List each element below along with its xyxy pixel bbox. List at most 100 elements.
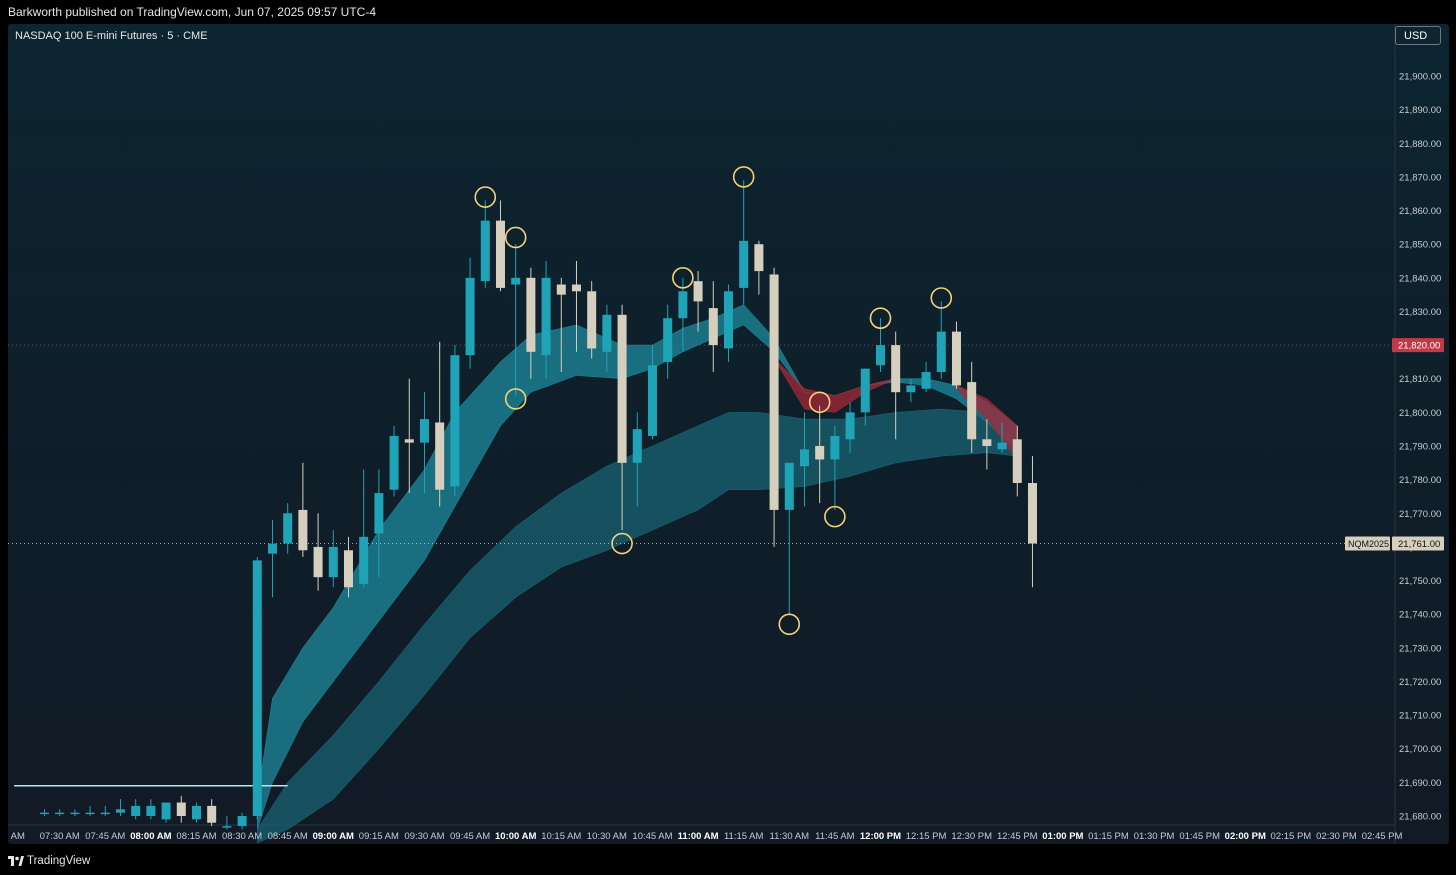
marker-circle[interactable]: [824, 505, 846, 528]
candle[interactable]: [1027, 456, 1037, 588]
candle[interactable]: [328, 530, 338, 588]
candle[interactable]: [647, 345, 657, 440]
candle[interactable]: [343, 536, 353, 598]
candle[interactable]: [602, 304, 612, 372]
candle[interactable]: [526, 267, 536, 379]
currency-button[interactable]: USD: [1395, 26, 1441, 45]
candle[interactable]: [587, 281, 597, 359]
candle[interactable]: [571, 261, 581, 352]
candle[interactable]: [222, 816, 232, 830]
candle-body: [997, 442, 1007, 450]
candle[interactable]: [967, 361, 977, 453]
candle[interactable]: [830, 425, 840, 510]
candle-body: [663, 318, 673, 362]
candle[interactable]: [435, 341, 445, 507]
candle[interactable]: [784, 462, 794, 615]
candle[interactable]: [723, 284, 733, 362]
candle[interactable]: [465, 257, 475, 369]
candle[interactable]: [1012, 425, 1022, 497]
candle[interactable]: [419, 392, 429, 494]
candle[interactable]: [298, 462, 308, 557]
candle-body: [267, 543, 277, 554]
candle[interactable]: [55, 809, 65, 816]
candle[interactable]: [799, 412, 809, 507]
symbol-title[interactable]: NASDAQ 100 E-mini Futures · 5 · CME: [15, 30, 208, 42]
marker-circle[interactable]: [732, 166, 755, 188]
candle[interactable]: [359, 469, 369, 588]
candle[interactable]: [875, 318, 885, 372]
candle[interactable]: [617, 304, 627, 531]
candle[interactable]: [176, 795, 186, 823]
candle[interactable]: [891, 331, 901, 440]
candle[interactable]: [161, 802, 171, 823]
marker-circle[interactable]: [778, 613, 801, 636]
candle[interactable]: [754, 240, 764, 295]
candle[interactable]: [450, 345, 460, 497]
candle[interactable]: [389, 425, 399, 497]
candle-body: [39, 812, 49, 815]
candle[interactable]: [313, 513, 323, 591]
candle[interactable]: [267, 520, 277, 598]
y-tick-label: 21,810.00: [1399, 374, 1441, 385]
candle-body: [328, 546, 338, 578]
candle[interactable]: [252, 557, 262, 820]
candle[interactable]: [115, 799, 125, 816]
marker-circle[interactable]: [504, 388, 527, 410]
candle[interactable]: [982, 419, 992, 470]
marker-circle[interactable]: [808, 391, 831, 414]
candle[interactable]: [951, 321, 961, 389]
candle[interactable]: [739, 180, 749, 305]
candle[interactable]: [374, 469, 384, 578]
candle[interactable]: [100, 805, 110, 816]
candle[interactable]: [404, 378, 414, 494]
tradingview-logo-text[interactable]: TradingView: [27, 855, 91, 867]
candle[interactable]: [283, 503, 293, 554]
y-tick-label: 21,860.00: [1399, 206, 1441, 217]
candle[interactable]: [207, 799, 217, 827]
candle-body: [146, 805, 156, 816]
candle[interactable]: [541, 261, 551, 379]
candle[interactable]: [693, 271, 703, 332]
candle-body: [404, 439, 414, 443]
candle-body: [191, 805, 201, 820]
tradingview-logo-icon[interactable]: [8, 855, 24, 867]
candle[interactable]: [997, 422, 1007, 453]
candle[interactable]: [70, 809, 80, 816]
candle[interactable]: [815, 405, 825, 504]
candle-body: [465, 277, 475, 356]
candle-body: [85, 812, 95, 815]
candle[interactable]: [191, 802, 201, 823]
candle[interactable]: [663, 304, 673, 379]
candle[interactable]: [906, 378, 916, 403]
marker-circle[interactable]: [672, 267, 694, 289]
candle[interactable]: [632, 412, 642, 507]
candlestick-chart[interactable]: 21,680.00 21,690.00 21,700.00 21,710.00 21,7…: [8, 24, 1449, 844]
marker-circle[interactable]: [504, 226, 527, 249]
candle[interactable]: [556, 277, 566, 372]
candle[interactable]: [511, 244, 521, 396]
candle[interactable]: [480, 200, 490, 288]
candle[interactable]: [845, 402, 855, 453]
publish-info: Barkworth published on TradingView.com, …: [8, 5, 376, 19]
x-tick-label: 12:15 PM: [906, 831, 947, 842]
marker-circle[interactable]: [474, 186, 497, 208]
marker-circle[interactable]: [869, 307, 892, 329]
candle[interactable]: [495, 200, 505, 292]
candle[interactable]: [860, 368, 870, 426]
candle[interactable]: [131, 799, 141, 820]
candle[interactable]: [237, 812, 247, 830]
candle[interactable]: [678, 277, 688, 352]
candle[interactable]: [708, 281, 718, 372]
candle[interactable]: [936, 301, 946, 379]
candle-body: [967, 382, 977, 440]
candle[interactable]: [921, 361, 931, 393]
marker-circle[interactable]: [930, 287, 953, 309]
marker-circle[interactable]: [611, 532, 633, 555]
candle[interactable]: [146, 799, 156, 820]
candle[interactable]: [85, 805, 95, 816]
chart-area[interactable]: 21,680.00 21,690.00 21,700.00 21,710.00 21,7…: [8, 24, 1449, 844]
candle[interactable]: [769, 267, 779, 547]
x-tick-label: 5 AM: [8, 831, 25, 842]
price-label-bg-1: [1392, 536, 1444, 551]
candle[interactable]: [39, 809, 49, 816]
